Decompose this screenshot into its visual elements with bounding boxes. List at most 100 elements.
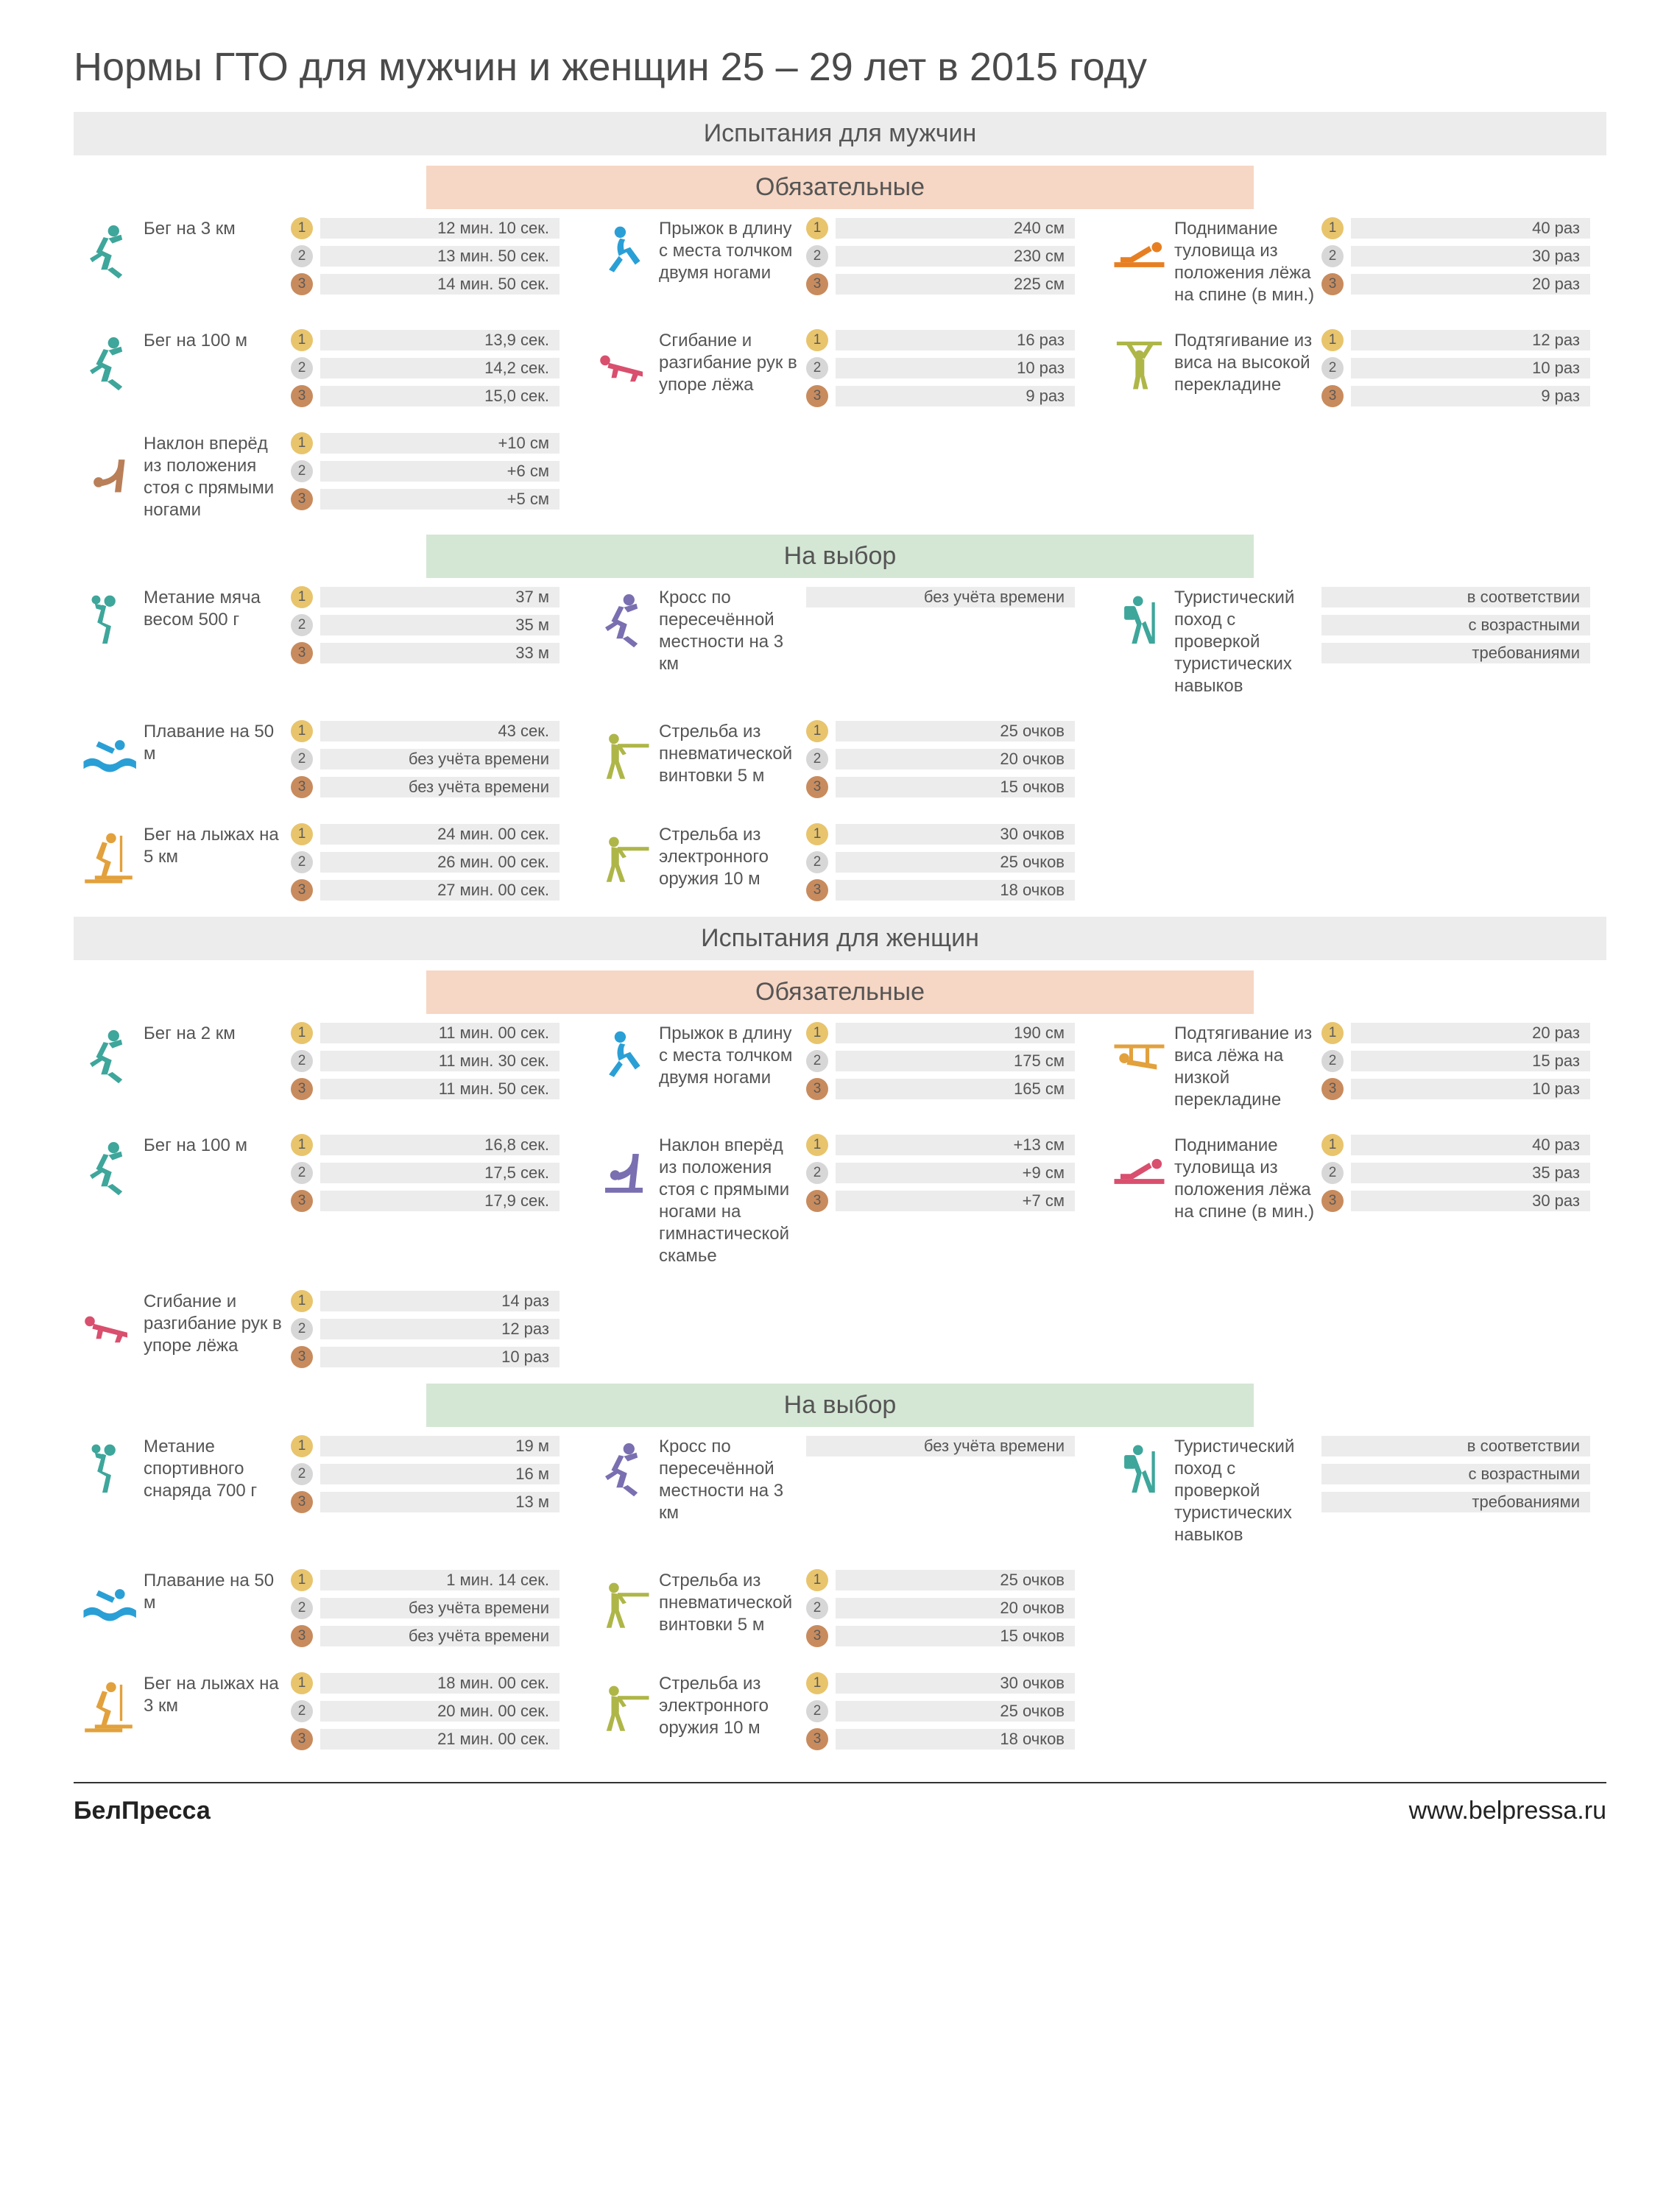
medal-1: 1 [291, 1022, 313, 1044]
value-text: 9 раз [836, 386, 1075, 406]
exercise-card: Прыжок в длину с места толчком двумя ног… [589, 216, 1075, 306]
exercise-label: Сгибание и разгибание рук в упоре лёжа [144, 1289, 291, 1370]
value-row: требованиями [1321, 1490, 1590, 1514]
value-row: 1 13,9 сек. [291, 328, 560, 352]
value-row: 39 раз [1321, 384, 1590, 408]
value-row: 215 раз [1321, 1049, 1590, 1073]
value-text: 30 очков [836, 824, 1075, 845]
value-text: 30 очков [836, 1673, 1075, 1694]
exercise-card: Сгибание и разгибание рук в упоре лёжа11… [74, 1289, 560, 1370]
value-text: 25 очков [836, 852, 1075, 873]
exercise-card: Стрельба из электронного оружия 10 м130 … [589, 822, 1075, 903]
medal-1: 1 [291, 1290, 313, 1312]
value-row: 112 раз [1321, 328, 1590, 352]
medal-3: 3 [291, 1346, 313, 1368]
value-row: 317,9 сек. [291, 1189, 560, 1213]
value-text: 11 мин. 00 сек. [320, 1023, 560, 1043]
value-row: 318 очков [806, 878, 1075, 902]
exercise-label: Поднимание туловища из положения лёжа на… [1174, 216, 1321, 306]
exercise-values: 137 м235 м333 м [291, 585, 560, 697]
value-text: 10 раз [836, 358, 1075, 378]
footer-brand: БелПресса [74, 1797, 211, 1825]
situp-icon [1104, 1133, 1174, 1267]
shoot-icon [589, 719, 659, 800]
exercise-label: Наклон вперёд из положения стоя с прямым… [659, 1133, 806, 1267]
ski-icon [74, 822, 144, 903]
exercise-label: Бег на лыжах на 3 км [144, 1671, 291, 1752]
exercise-label: Туристический поход с проверкой туристич… [1174, 1434, 1321, 1546]
value-text: 13,9 сек. [320, 330, 560, 350]
value-text: 240 см [836, 218, 1075, 239]
value-text: 1 мин. 14 сек. [320, 1570, 560, 1590]
exercise-label: Плавание на 50 м [144, 1568, 291, 1649]
medal-2: 2 [806, 851, 828, 873]
medal-3: 3 [291, 273, 313, 295]
value-text: 190 см [836, 1023, 1075, 1043]
mandatory-header: Обязательные [426, 970, 1254, 1014]
value-text: 18 очков [836, 1729, 1075, 1750]
shoot-icon [589, 1568, 659, 1649]
exercise-label: Кросс по пересечённой местности на 3 км [659, 585, 806, 697]
medal-1: 1 [1321, 329, 1344, 351]
value-row: 3без учёта времени [291, 1624, 560, 1648]
exercise-card: Бег на 100 м113,9 сек.214,2 сек.315,0 се… [74, 328, 560, 409]
bend-icon [74, 431, 144, 521]
exercise-values: 114 раз212 раз310 раз [291, 1289, 560, 1370]
exercise-values: 116 раз210 раз39 раз [806, 328, 1075, 409]
exercise-values: 1+10 см2+6 см3+5 см [291, 431, 560, 521]
exercise-card: Бег на 100 м116,8 сек.217,5 сек.317,9 се… [74, 1133, 560, 1267]
medal-3: 3 [806, 1728, 828, 1750]
medal-3: 3 [291, 1728, 313, 1750]
medal-1: 1 [806, 217, 828, 239]
medal-1: 1 [291, 217, 313, 239]
value-row: 311 мин. 50 сек. [291, 1077, 560, 1101]
medal-2: 2 [291, 1050, 313, 1072]
value-row: 125 очков [806, 719, 1075, 743]
value-text: +7 см [836, 1191, 1075, 1211]
exercise-card: Туристический поход с проверкой туристич… [1104, 1434, 1590, 1546]
medal-3: 3 [1321, 1190, 1344, 1212]
ski-icon [74, 1671, 144, 1752]
medal-3: 3 [291, 1078, 313, 1100]
exercise-label: Кросс по пересечённой местности на 3 км [659, 1434, 806, 1546]
medal-3: 3 [806, 879, 828, 901]
medal-2: 2 [806, 1050, 828, 1072]
value-row: 235 раз [1321, 1161, 1590, 1185]
exercise-label: Туристический поход с проверкой туристич… [1174, 585, 1321, 697]
value-text: 16 раз [836, 330, 1075, 350]
value-text: 37 м [320, 587, 560, 607]
runner-icon [74, 1021, 144, 1111]
medal-3: 3 [1321, 273, 1344, 295]
throw-icon [74, 1434, 144, 1546]
choice-grid: Метание мяча весом 500 г137 м235 м333 мК… [74, 585, 1606, 903]
value-row: 310 раз [291, 1345, 560, 1369]
value-text: 26 мин. 00 сек. [320, 852, 560, 873]
medal-2: 2 [291, 851, 313, 873]
value-row: 211 мин. 30 сек. [291, 1049, 560, 1073]
swim-icon [74, 719, 144, 800]
exercise-values: без учёта времени [806, 1434, 1075, 1546]
medal-2: 2 [291, 1463, 313, 1485]
exercise-values: 116,8 сек.217,5 сек.317,9 сек. [291, 1133, 560, 1267]
value-row: 230 раз [1321, 244, 1590, 268]
value-text: 20 мин. 00 сек. [320, 1701, 560, 1722]
value-row: 321 мин. 00 сек. [291, 1727, 560, 1751]
exercise-values: 130 очков225 очков318 очков [806, 822, 1075, 903]
value-row: 3+7 см [806, 1189, 1075, 1213]
value-row: 1+10 см [291, 431, 560, 455]
exercise-label: Подтягивание из виса лёжа на низкой пере… [1174, 1021, 1321, 1111]
value-row: 315 очков [806, 1624, 1075, 1648]
value-text: +10 см [320, 433, 560, 454]
exercise-label: Стрельба из пневматической винтовки 5 м [659, 719, 806, 800]
exercise-card: Метание спортивного снаряда 700 г119 м21… [74, 1434, 560, 1546]
value-text: с возрастными [1321, 615, 1590, 635]
exercise-label: Бег на 100 м [144, 328, 291, 409]
exercise-values: 125 очков220 очков315 очков [806, 719, 1075, 800]
value-row: 315,0 сек. [291, 384, 560, 408]
value-text: 30 раз [1351, 1191, 1590, 1211]
value-row: 112 мин. 10 сек. [291, 216, 560, 240]
value-text: 25 очков [836, 1701, 1075, 1722]
value-text: 230 см [836, 246, 1075, 267]
medal-1: 1 [291, 329, 313, 351]
value-row: 220 очков [806, 747, 1075, 771]
